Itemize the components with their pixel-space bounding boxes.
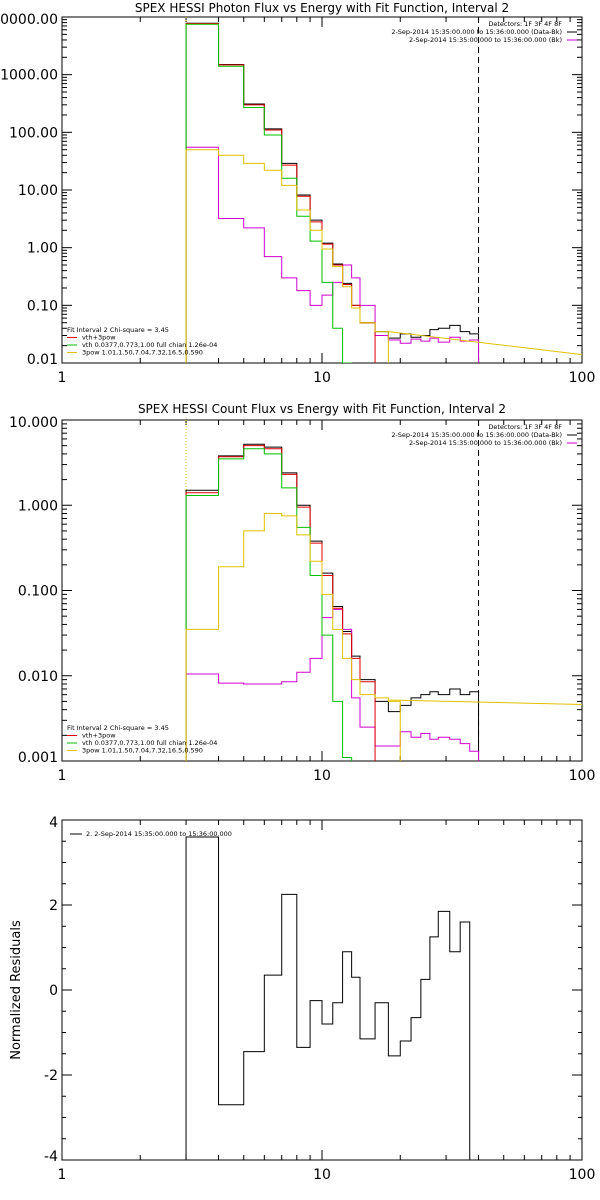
y-tick-label: -4 — [44, 1149, 58, 1165]
plot-frame — [61, 819, 583, 1161]
legend-bottomleft-entry: vth+3pow — [82, 334, 116, 342]
legend-topleft-entry: 2. 2-Sep-2014 15:35:00.000 to 15:36:00.0… — [86, 830, 232, 838]
chart-panel-2: SPEX HESSI Count Flux vs Energy with Fit… — [9, 402, 595, 784]
plot-area — [185, 420, 582, 761]
y-tick-label: 10.000 — [9, 415, 58, 431]
legend-bottomleft-entry: 3pow 1.01,1.50,7.04,7.32,16.5,0.590 — [82, 747, 203, 755]
chart-panel-1: SPEX HESSI Photon Flux vs Energy with Fi… — [0, 1, 595, 386]
chart-title: SPEX HESSI Count Flux vs Energy with Fit… — [138, 402, 506, 416]
series-line-Bk — [185, 608, 480, 761]
x-tick-label: 1 — [58, 370, 67, 386]
y-tick-label: 10.00 — [18, 183, 58, 199]
series-line-vth — [185, 448, 353, 761]
legend-bottomleft-entry: vth 0.0377,0.773,1.00 full chian 1.26e-0… — [82, 341, 217, 349]
x-tick-label: 100 — [569, 768, 596, 784]
x-tick-label: 10 — [313, 768, 331, 784]
legend-bottomleft-entry: vth 0.0377,0.773,1.00 full chian 1.26e-0… — [82, 739, 217, 747]
y-tick-label: 0.100 — [18, 584, 58, 600]
legend-topright-entry: 2-Sep-2014 15:35:00.000 to 15:36:00.000 … — [391, 431, 562, 439]
legend-bottomleft-entry: 3pow 1.01,1.50,7.04,7.32,16.5,0.590 — [82, 349, 203, 357]
x-tick-label: 100 — [569, 370, 596, 386]
legend-topright-entry: 2-Sep-2014 15:35:00.000 to 15:36:00.000 … — [409, 36, 562, 44]
x-tick-label: 1 — [58, 1167, 67, 1183]
y-tick-label: 0.010 — [18, 669, 58, 685]
plot-frame — [61, 16, 583, 364]
series-line-vth+3pow — [185, 445, 376, 761]
y-tick-label: 0.10 — [27, 298, 58, 314]
power-law-tail-line — [388, 331, 582, 356]
y-tick-label: 1.00 — [27, 241, 58, 257]
chart-title: SPEX HESSI Photon Flux vs Energy with Fi… — [135, 1, 509, 15]
series-line-vth+3pow — [185, 23, 376, 363]
legend-topright-entry: 2-Sep-2014 15:35:00.000 to 15:36:00.000 … — [391, 28, 562, 36]
y-tick-label: 0.01 — [27, 352, 58, 368]
y-tick-label: -2 — [44, 1068, 58, 1084]
series-line-3pow — [185, 149, 389, 363]
series-line-3pow — [185, 513, 401, 761]
y-tick-label: 1000.00 — [0, 68, 58, 84]
legend-topright-entry: 2-Sep-2014 15:35:00.000 to 15:36:00.000 … — [409, 439, 562, 447]
x-tick-label: 1 — [58, 768, 67, 784]
x-tick-label: 10 — [313, 1167, 331, 1183]
legend-topright-entry: Detectors: 1F 3F 4F 8F — [488, 423, 562, 431]
power-law-tail-line — [388, 699, 582, 705]
legend-bottomleft-entry: Fit Interval 2 Chi-square = 3.45 — [67, 326, 169, 334]
legend-topright-entry: Detectors: 1F 3F 4F 8F — [488, 20, 562, 28]
x-tick-label: 10 — [313, 370, 331, 386]
y-tick-label: 100.00 — [9, 125, 58, 141]
y-axis-label: Normalized Residuals — [9, 920, 24, 1060]
chart-panel-3: Normalized Residuals 1 10 100 -4 -2 0 2 4 2. 2-Se… — [9, 815, 595, 1183]
y-tick-label: 1.000 — [18, 498, 58, 514]
y-tick-label: 0.001 — [18, 750, 58, 766]
series-line-residuals — [185, 836, 471, 1160]
series-line-vth — [185, 23, 353, 363]
legend-bottomleft-entry: vth+3pow — [82, 732, 116, 740]
y-tick-label: 10000.00 — [0, 12, 58, 28]
y-tick-label: 4 — [49, 815, 58, 831]
legend-bottomleft-entry: Fit Interval 2 Chi-square = 3.45 — [67, 724, 169, 732]
x-tick-label: 100 — [569, 1167, 596, 1183]
plot-area — [185, 17, 582, 363]
series-line-Bk — [185, 146, 480, 363]
plot-area — [185, 836, 471, 1160]
y-tick-label: 0 — [49, 983, 58, 999]
y-tick-label: 2 — [49, 898, 58, 914]
